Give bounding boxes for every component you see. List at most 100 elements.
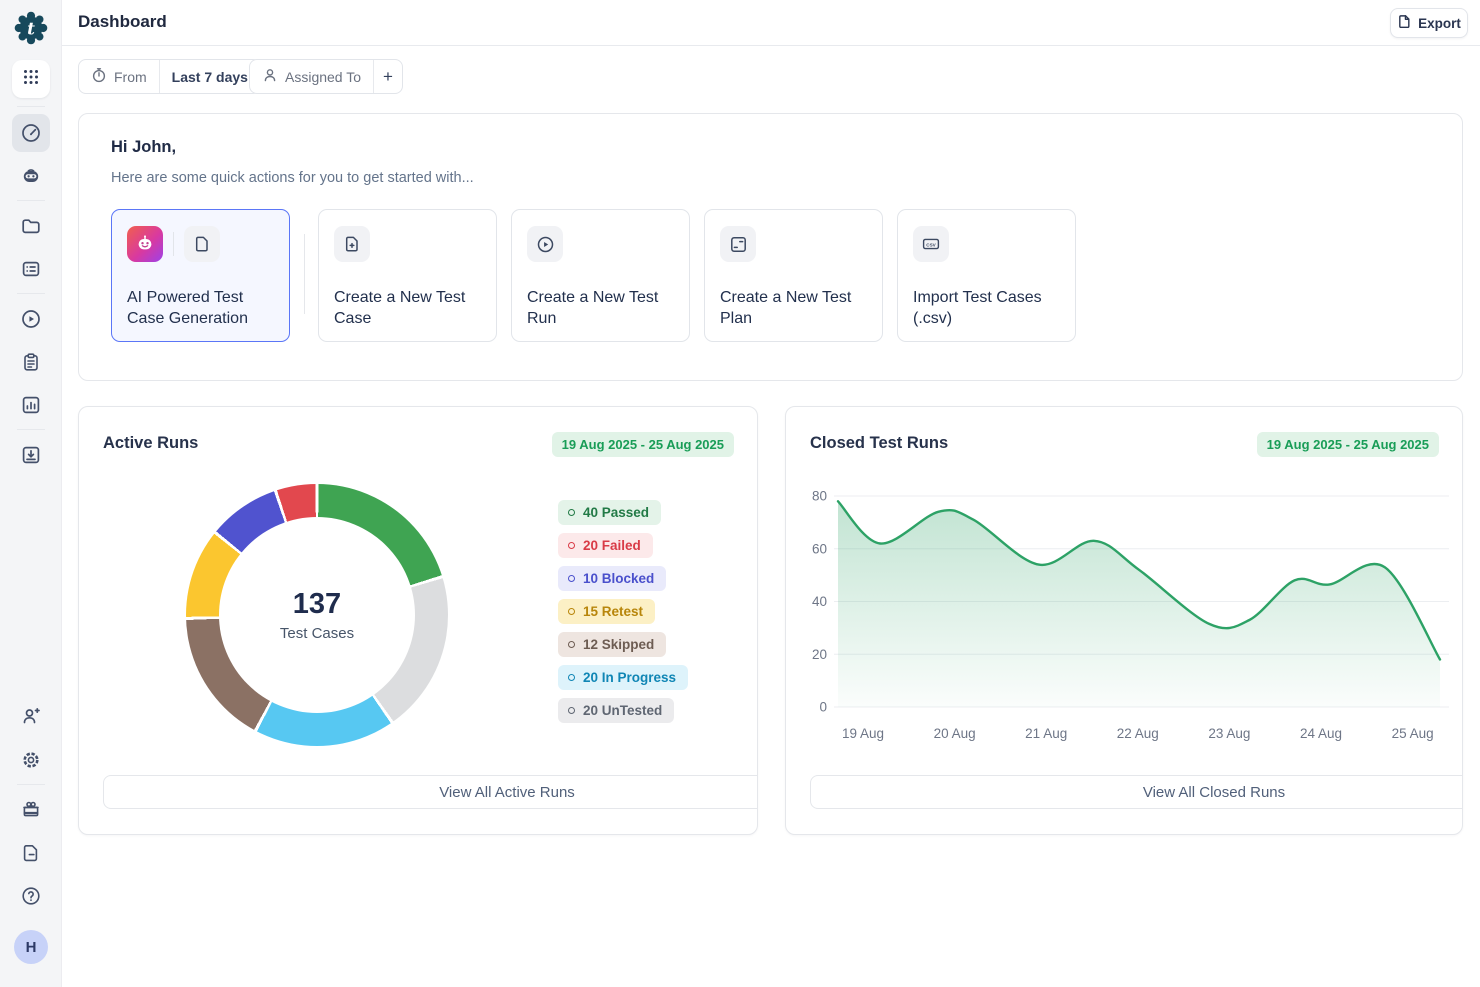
action-label: Create a New Test Case — [334, 289, 466, 327]
sidebar-divider — [17, 200, 45, 201]
action-create-test-case[interactable]: Create a New Test Case — [318, 209, 497, 342]
csv-icon: CSV — [913, 226, 949, 262]
donut-legend: 40 Passed 20 Failed 10 Blocked 15 Retest 12 … — [558, 500, 689, 723]
export-label: Export — [1418, 15, 1461, 31]
svg-text:22 Aug: 22 Aug — [1117, 726, 1159, 741]
view-all-active-runs-button[interactable]: View All Active Runs — [103, 775, 757, 809]
sidebar: t — [0, 0, 62, 987]
sidebar-item-test-runs[interactable] — [12, 300, 50, 338]
person-icon — [262, 67, 278, 86]
file-plus-icon — [334, 226, 370, 262]
sidebar-item-projects[interactable] — [12, 207, 50, 245]
action-label: Create a New Test Plan — [720, 289, 852, 327]
action-label: Import Test Cases (.csv) — [913, 289, 1042, 327]
test-plan-icon — [720, 226, 756, 262]
sidebar-divider — [17, 106, 45, 107]
action-create-test-run[interactable]: Create a New Test Run — [511, 209, 690, 342]
quick-actions-card: Hi John, Here are some quick actions for… — [78, 113, 1463, 381]
action-import-test-cases[interactable]: CSV Import Test Cases (.csv) — [897, 209, 1076, 342]
svg-text:0: 0 — [819, 700, 827, 715]
svg-text:19 Aug: 19 Aug — [842, 726, 884, 741]
legend-marker-icon — [568, 542, 575, 549]
action-label: Create a New Test Run — [527, 289, 659, 327]
action-label: AI Powered Test Case Generation — [127, 289, 248, 327]
stopwatch-icon — [91, 67, 107, 86]
file-icon — [184, 226, 220, 262]
svg-text:24 Aug: 24 Aug — [1300, 726, 1342, 741]
action-icons — [127, 226, 220, 262]
play-circle-icon — [527, 226, 563, 262]
from-filter[interactable]: From — [79, 60, 159, 93]
user-avatar[interactable]: H — [14, 930, 48, 964]
import-tray-icon — [20, 444, 42, 466]
date-filter-group: From Last 7 days — [78, 59, 261, 94]
sidebar-divider — [17, 784, 45, 785]
legend-marker-icon — [568, 509, 575, 516]
assigned-to-label: Assigned To — [285, 68, 362, 85]
sidebar-item-reports[interactable] — [12, 386, 50, 424]
legend-item-retest[interactable]: 15 Retest — [558, 599, 656, 624]
sidebar-item-settings[interactable] — [12, 741, 50, 779]
add-filter-button[interactable]: + — [373, 60, 402, 93]
legend-label: 15 Retest — [583, 604, 644, 619]
actions-divider — [304, 234, 305, 314]
from-label: From — [114, 68, 147, 85]
gift-icon — [20, 798, 42, 820]
assigned-to-filter[interactable]: Assigned To — [250, 60, 373, 93]
legend-item-untested[interactable]: 20 UnTested — [558, 698, 675, 723]
legend-item-failed[interactable]: 20 Failed — [558, 533, 653, 558]
gauge-icon — [20, 122, 42, 144]
legend-label: 10 Blocked — [583, 571, 655, 586]
closed-runs-date-badge: 19 Aug 2025 - 25 Aug 2025 — [1256, 432, 1439, 457]
list-box-icon — [20, 258, 42, 280]
app-logo-icon[interactable]: t — [13, 10, 49, 46]
folder-icon — [20, 215, 42, 237]
legend-label: 40 Passed — [583, 505, 650, 520]
sidebar-item-test-cases[interactable] — [12, 250, 50, 288]
user-plus-icon — [20, 705, 42, 727]
sidebar-item-test-plans[interactable] — [12, 343, 50, 381]
sidebar-item-whats-new[interactable] — [12, 790, 50, 828]
legend-label: 20 UnTested — [583, 703, 663, 718]
legend-label: 20 In Progress — [583, 670, 677, 685]
file-text-icon — [20, 842, 42, 864]
date-range-value[interactable]: Last 7 days — [158, 60, 260, 93]
sidebar-divider — [17, 429, 45, 430]
sidebar-divider — [17, 293, 45, 294]
clipboard-icon — [20, 351, 42, 373]
donut-total-value: 137 — [292, 588, 342, 620]
action-ai-test-case-generation[interactable]: AI Powered Test Case Generation — [111, 209, 290, 342]
svg-text:23 Aug: 23 Aug — [1208, 726, 1250, 741]
sidebar-item-dashboard[interactable] — [12, 114, 50, 152]
legend-marker-icon — [568, 608, 575, 615]
legend-marker-icon — [568, 674, 575, 681]
legend-item-passed[interactable]: 40 Passed — [558, 500, 662, 525]
sidebar-item-docs[interactable] — [12, 834, 50, 872]
legend-item-skipped[interactable]: 12 Skipped — [558, 632, 667, 657]
export-button[interactable]: Export — [1390, 8, 1468, 38]
apps-grid-button[interactable] — [12, 60, 50, 98]
sidebar-item-ai-agent[interactable] — [12, 157, 50, 195]
sidebar-item-help[interactable] — [12, 877, 50, 915]
ai-robot-icon — [127, 226, 163, 262]
closed-runs-area-chart[interactable]: 0 20 40 60 80 19 Aug 20 Aug 21 Aug 22 Aug 23 Aug 2… — [801, 481, 1456, 759]
legend-item-blocked[interactable]: 10 Blocked — [558, 566, 667, 591]
svg-text:20 Aug: 20 Aug — [934, 726, 976, 741]
grid-dots-icon — [21, 67, 41, 92]
legend-label: 12 Skipped — [583, 637, 655, 652]
greeting-title: Hi John, — [111, 138, 177, 156]
date-range-label: Last 7 days — [171, 68, 248, 85]
sidebar-item-import[interactable] — [12, 436, 50, 474]
export-file-icon — [1397, 14, 1412, 32]
help-circle-icon — [20, 885, 42, 907]
legend-item-in-progress[interactable]: 20 In Progress — [558, 665, 689, 690]
view-all-closed-runs-button[interactable]: View All Closed Runs — [810, 775, 1462, 809]
action-create-test-plan[interactable]: Create a New Test Plan — [704, 209, 883, 342]
svg-text:40: 40 — [812, 594, 827, 609]
svg-text:80: 80 — [812, 489, 827, 504]
active-runs-date-badge: 19 Aug 2025 - 25 Aug 2025 — [551, 432, 734, 457]
donut-center-label: Test Cases — [279, 625, 355, 642]
sidebar-item-invite-user[interactable] — [12, 697, 50, 735]
active-runs-card: Active Runs 19 Aug 2025 - 25 Aug 2025 13… — [78, 406, 758, 835]
donut-center: 137 Test Cases — [219, 517, 415, 713]
